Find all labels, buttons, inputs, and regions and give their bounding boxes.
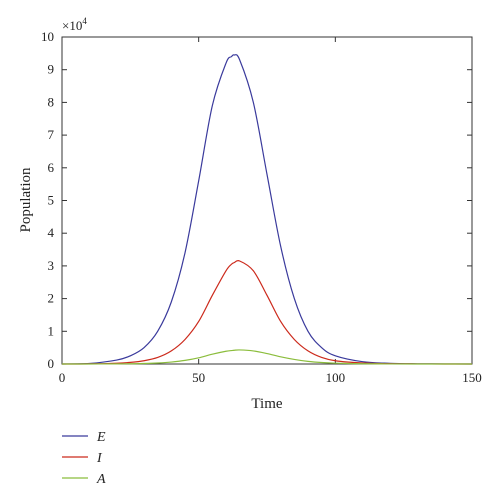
y-tick-label: 3: [48, 258, 55, 273]
x-axis-ticks: 0 50 100 150: [59, 37, 482, 385]
legend: EIA: [62, 430, 106, 487]
legend-label-A: A: [96, 472, 106, 487]
x-tick-label: 100: [326, 370, 346, 385]
y-tick-label: 2: [48, 291, 55, 306]
y-axis-label: Population: [18, 167, 34, 233]
y-tick-label: 9: [48, 62, 55, 77]
y-tick-label: 1: [48, 323, 55, 338]
x-tick-label: 50: [192, 370, 205, 385]
x-axis-label: Time: [251, 396, 282, 412]
y-tick-label: 6: [48, 160, 55, 175]
x-tick-label: 0: [59, 370, 66, 385]
series-lines: [61, 54, 473, 365]
legend-label-E: E: [96, 430, 106, 445]
series-line-A: [61, 349, 473, 365]
y-axis-multiplier-exponent: 4: [82, 16, 87, 26]
x-tick-label: 150: [462, 370, 482, 385]
y-tick-label: 8: [48, 94, 55, 109]
y-tick-label: 10: [41, 29, 54, 44]
y-axis-multiplier: ×104: [62, 16, 87, 33]
y-tick-label: 5: [48, 193, 55, 208]
y-axis-ticks: 0 1 2 3 4 5 6 7 8 9 10: [41, 29, 472, 371]
y-tick-label: 4: [48, 225, 55, 240]
plot-frame: [61, 36, 473, 365]
series-line-I: [61, 260, 473, 365]
y-tick-label: 0: [48, 356, 55, 371]
legend-label-I: I: [96, 451, 103, 466]
series-line-E: [61, 54, 473, 365]
y-tick-label: 7: [48, 127, 55, 142]
